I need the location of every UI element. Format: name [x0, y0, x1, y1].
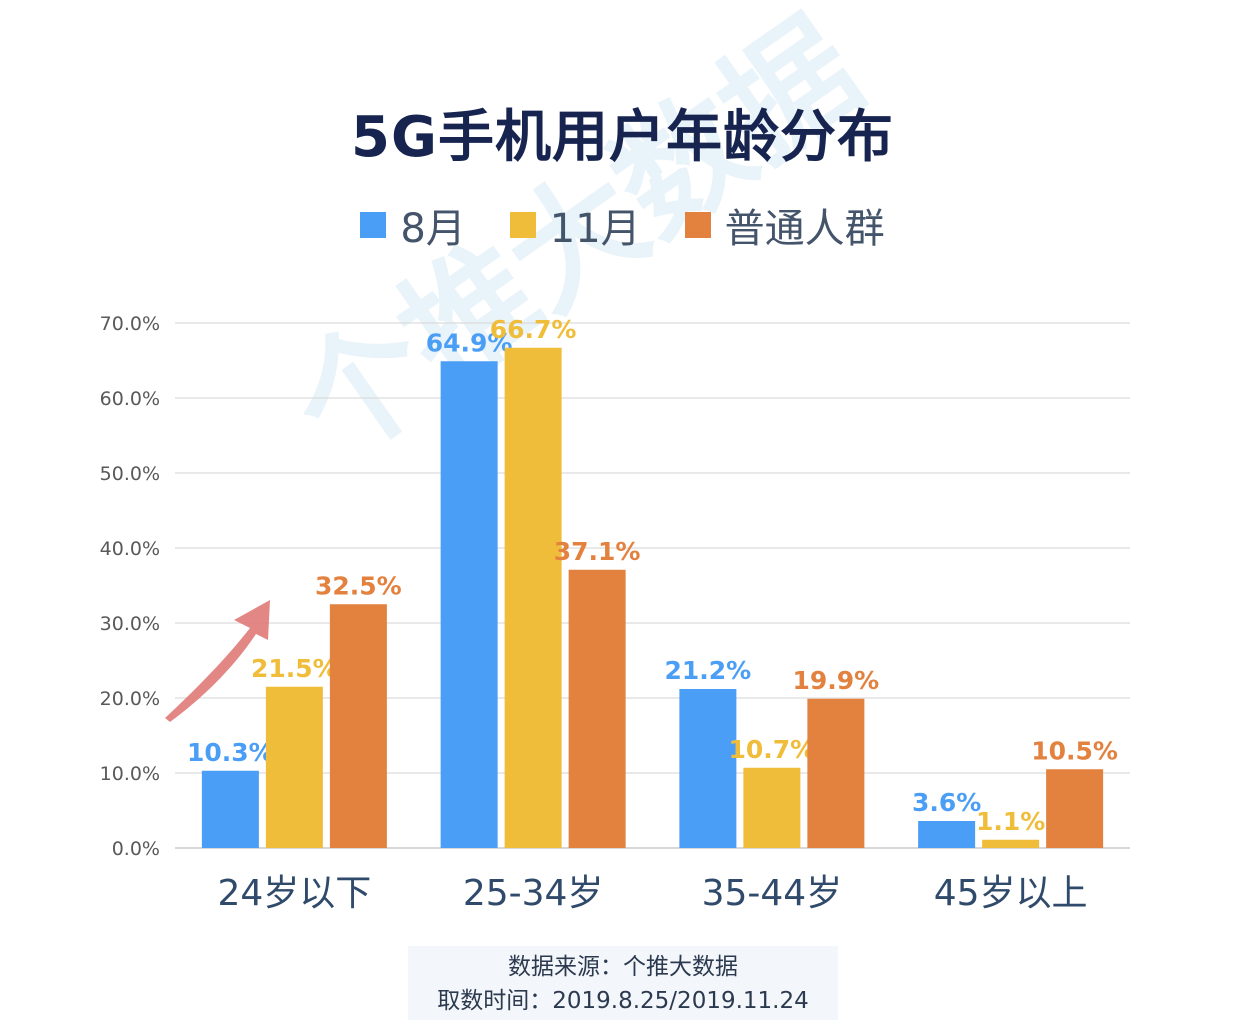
legend-label-general: 普通人群 [724, 206, 885, 252]
data-source-line: 数据来源：个推大数据 [508, 954, 738, 980]
chart-title: 5G手机用户年龄分布 [351, 105, 894, 170]
y-tick-label: 30.0% [100, 613, 160, 635]
y-tick-label: 70.0% [100, 313, 160, 335]
data-label: 21.2% [665, 656, 752, 685]
data-label: 21.5% [251, 654, 338, 683]
bar [1046, 769, 1104, 848]
data-label: 10.7% [729, 735, 816, 764]
trend-arrow-icon [165, 600, 270, 722]
legend: 8月 11月 普通人群 [0, 196, 1245, 254]
legend-swatch-11 [509, 212, 536, 238]
data-label: 19.9% [793, 666, 880, 695]
legend-label-11: 11月 [549, 206, 641, 252]
data-source-box: 数据来源：个推大数据 取数时间：2019.8.25/2019.11.24 [408, 946, 838, 1020]
legend-swatch-general [684, 212, 711, 238]
bar [265, 686, 323, 848]
legend-item-11: 11月 [509, 196, 641, 254]
bar [807, 698, 865, 848]
bar [982, 839, 1040, 848]
data-label: 3.6% [912, 788, 981, 817]
bar [568, 569, 626, 848]
y-tick-label: 10.0% [100, 763, 160, 785]
bar [918, 821, 976, 848]
data-label: 66.7% [490, 315, 577, 344]
bar [504, 347, 562, 848]
data-label: 32.5% [315, 571, 402, 600]
y-tick-label: 20.0% [100, 688, 160, 710]
x-category-label: 35-44岁 [702, 873, 843, 914]
bar [201, 770, 259, 848]
data-label: 10.3% [187, 738, 274, 767]
data-label: 1.1% [976, 807, 1045, 836]
data-label: 37.1% [554, 537, 641, 566]
legend-label-8: 8月 [400, 206, 466, 252]
x-category-label: 24岁以下 [217, 873, 371, 914]
bar [440, 361, 498, 848]
y-tick-label: 40.0% [100, 538, 160, 560]
x-category-label: 25-34岁 [463, 873, 604, 914]
bar [679, 689, 737, 848]
data-label: 64.9% [426, 328, 513, 357]
y-tick-label: 60.0% [100, 388, 160, 410]
data-label: 10.5% [1031, 736, 1118, 765]
data-time-line: 取数时间：2019.8.25/2019.11.24 [437, 988, 809, 1014]
legend-item-general: 普通人群 [684, 196, 885, 254]
bar [743, 767, 801, 848]
legend-item-8: 8月 [360, 196, 466, 254]
y-tick-label: 50.0% [100, 463, 160, 485]
x-category-label: 45岁以上 [934, 873, 1088, 914]
y-tick-label: 0.0% [112, 838, 160, 860]
legend-swatch-8 [360, 212, 387, 238]
bar [329, 604, 387, 848]
